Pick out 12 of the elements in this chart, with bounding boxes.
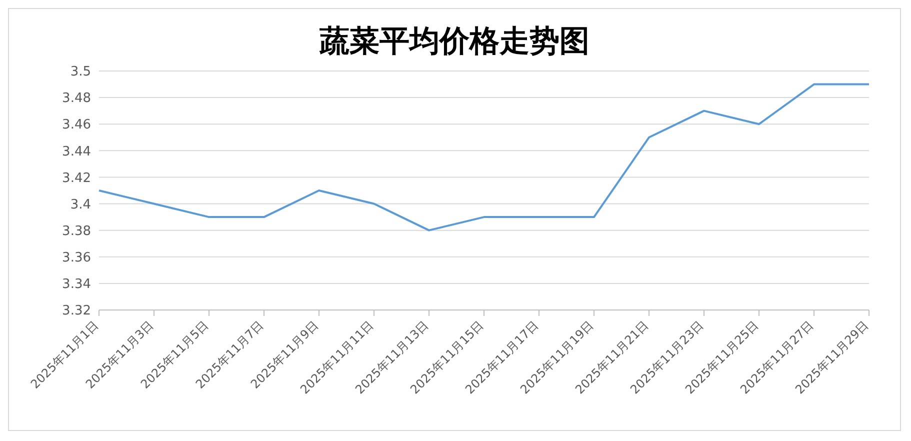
y-tick-label: 3.34 xyxy=(62,277,91,292)
y-tick-label: 3.48 xyxy=(62,91,91,106)
y-tick-label: 3.44 xyxy=(62,144,91,160)
y-tick-label: 3.38 xyxy=(62,224,91,239)
line-series xyxy=(98,83,870,232)
y-tick-label: 3.36 xyxy=(62,250,91,266)
y-tick-label: 3.46 xyxy=(62,118,91,133)
chart-title: 蔬菜平均价格走势图 xyxy=(318,23,590,61)
y-tick-label: 3.42 xyxy=(62,170,91,186)
y-tick-label: 3.4 xyxy=(70,197,91,212)
y-tick-label: 3.5 xyxy=(70,64,91,80)
y-tick-label: 3.32 xyxy=(62,304,91,319)
